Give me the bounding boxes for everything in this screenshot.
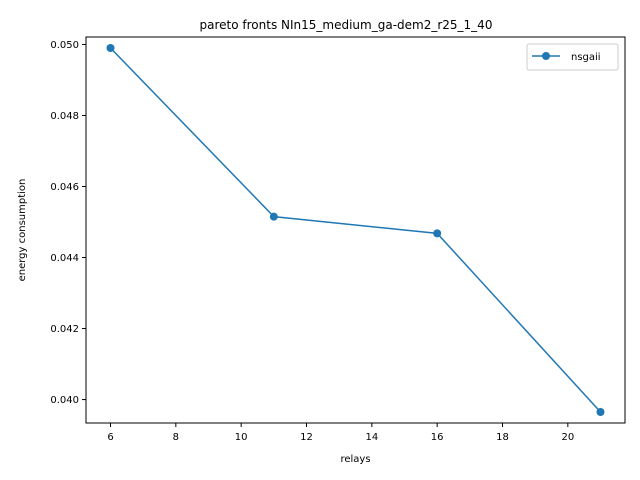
- x-tick-label: 12: [300, 432, 313, 443]
- y-tick-label: 0.046: [50, 182, 79, 193]
- x-tick-label: 18: [496, 432, 509, 443]
- x-axis-label: relays: [340, 454, 370, 465]
- x-tick-label: 8: [173, 432, 179, 443]
- legend-label: nsgaii: [571, 52, 601, 63]
- x-tick-label: 16: [431, 432, 444, 443]
- data-point: [269, 212, 278, 221]
- x-tick-label: 20: [561, 432, 574, 443]
- series-line-nsgaii: [109, 47, 602, 413]
- data-point: [596, 407, 605, 416]
- x-tick-label: 14: [365, 432, 378, 443]
- data-point: [433, 229, 442, 238]
- y-tick-label: 0.048: [50, 111, 79, 122]
- legend: nsgaii: [526, 43, 619, 71]
- axes-frame: [85, 36, 626, 424]
- y-tick-label: 0.040: [50, 395, 79, 406]
- y-axis-label: energy consumption: [17, 179, 28, 282]
- x-axis: 6 8 10 12 14 16 18 20: [107, 423, 574, 443]
- plot-area: [106, 44, 605, 416]
- data-point: [106, 44, 115, 53]
- y-tick-label: 0.044: [50, 253, 79, 264]
- x-tick-label: 10: [235, 432, 248, 443]
- x-tick-label: 6: [107, 432, 113, 443]
- y-axis: 0.040 0.042 0.044 0.046 0.048 0.050: [50, 40, 86, 406]
- y-tick-label: 0.050: [50, 40, 79, 51]
- y-tick-label: 0.042: [50, 324, 79, 335]
- legend-box: [526, 43, 619, 71]
- legend-marker-icon: [542, 52, 550, 60]
- chart-title: pareto fronts NIn15_medium_ga-dem2_r25_1…: [200, 18, 493, 32]
